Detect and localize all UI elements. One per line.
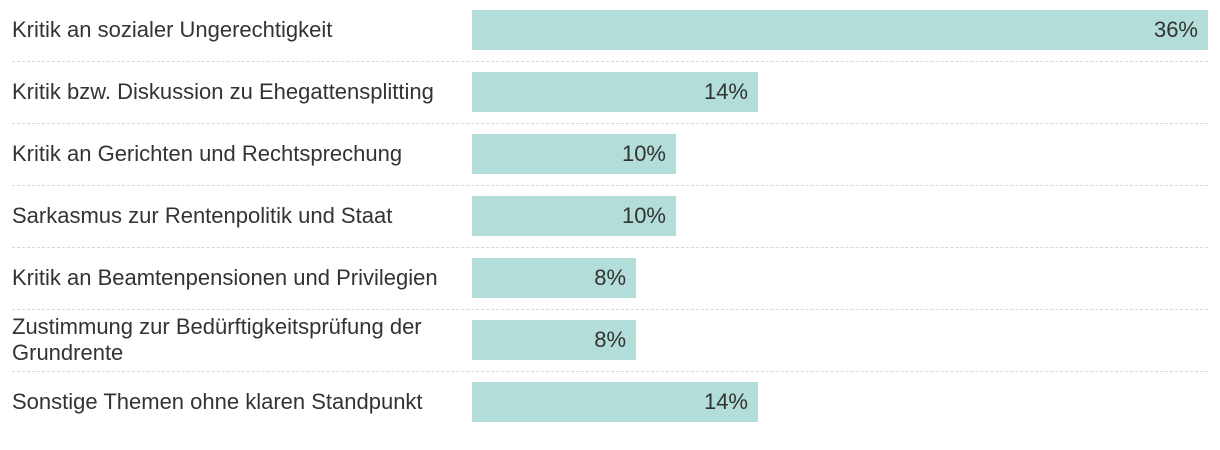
bar: 8%	[472, 320, 636, 360]
category-label: Kritik an sozialer Ungerechtigkeit	[12, 17, 333, 42]
value-label: 10%	[621, 203, 666, 228]
category-label: Zustimmung zur Bedürftigkeitsprüfung der…	[12, 314, 422, 365]
chart-row: Kritik bzw. Diskussion zu Ehegattensplit…	[12, 62, 1208, 124]
bar: 10%	[472, 134, 676, 174]
chart-row: Kritik an Beamtenpensionen und Privilegi…	[12, 248, 1208, 310]
bar: 36%	[472, 10, 1208, 50]
value-label: 14%	[703, 79, 748, 104]
chart-row: Sonstige Themen ohne klaren Standpunkt 14…	[12, 372, 1208, 434]
bar: 14%	[472, 72, 758, 112]
category-label: Kritik bzw. Diskussion zu Ehegattensplit…	[12, 79, 434, 104]
category-label: Sarkasmus zur Rentenpolitik und Staat	[12, 203, 393, 228]
bar: 10%	[472, 196, 676, 236]
value-label: 36%	[1153, 17, 1198, 42]
bar: 14%	[472, 382, 758, 422]
chart-row: Zustimmung zur Bedürftigkeitsprüfung der…	[12, 310, 1208, 372]
value-label: 8%	[594, 327, 626, 352]
chart-row: Sarkasmus zur Rentenpolitik und Staat 10%	[12, 186, 1208, 248]
value-label: 10%	[621, 141, 666, 166]
chart-row: Kritik an sozialer Ungerechtigkeit 36%	[12, 0, 1208, 62]
value-label: 8%	[594, 265, 626, 290]
chart-row: Kritik an Gerichten und Rechtsprechung 10…	[12, 124, 1208, 186]
category-label: Kritik an Beamtenpensionen und Privilegi…	[12, 265, 438, 290]
category-label: Kritik an Gerichten und Rechtsprechung	[12, 141, 403, 166]
bar: 8%	[472, 258, 636, 298]
value-label: 14%	[703, 389, 748, 414]
category-label: Sonstige Themen ohne klaren Standpunkt	[12, 389, 423, 414]
